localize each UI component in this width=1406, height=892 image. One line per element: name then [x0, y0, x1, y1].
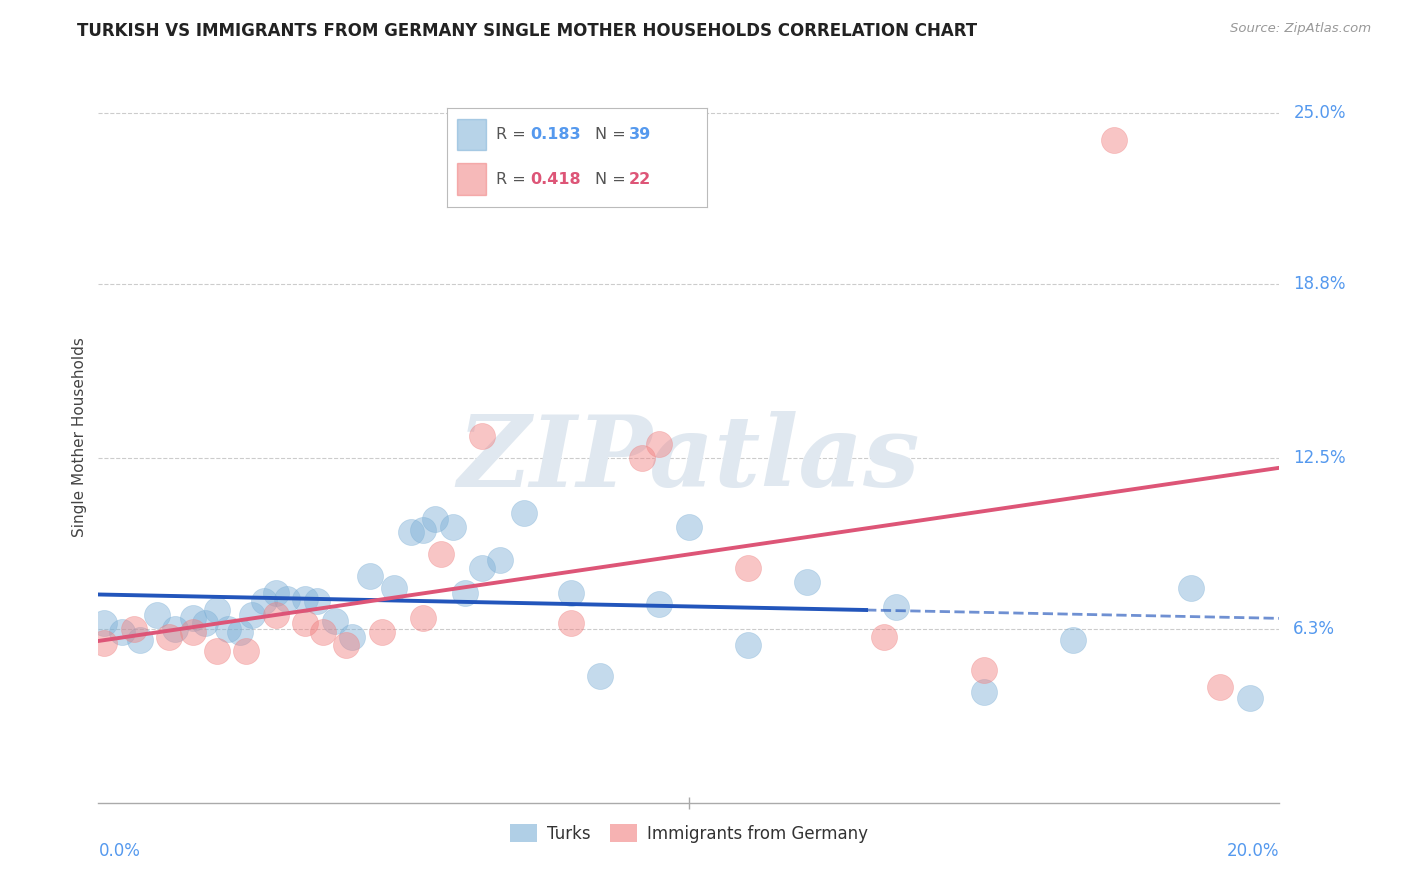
Legend: Turks, Immigrants from Germany: Turks, Immigrants from Germany — [503, 818, 875, 849]
Point — [122, 622, 145, 636]
Point — [489, 553, 512, 567]
Point — [471, 561, 494, 575]
Point — [737, 561, 759, 575]
Point — [264, 586, 287, 600]
Y-axis label: Single Mother Households: Single Mother Households — [72, 337, 87, 537]
Point — [229, 624, 252, 639]
Point — [884, 599, 907, 614]
Text: 18.8%: 18.8% — [1294, 275, 1346, 293]
Point — [648, 437, 671, 451]
Point — [1102, 133, 1125, 147]
Point — [423, 511, 446, 525]
Point — [737, 639, 759, 653]
Point — [678, 520, 700, 534]
Point — [342, 630, 364, 644]
Point — [453, 586, 475, 600]
Point — [294, 591, 316, 606]
Point — [294, 616, 316, 631]
Point — [276, 591, 298, 606]
Point — [1062, 632, 1084, 647]
Text: 20.0%: 20.0% — [1227, 842, 1279, 860]
Text: 25.0%: 25.0% — [1294, 103, 1346, 122]
Text: TURKISH VS IMMIGRANTS FROM GERMANY SINGLE MOTHER HOUSEHOLDS CORRELATION CHART: TURKISH VS IMMIGRANTS FROM GERMANY SINGL… — [77, 22, 977, 40]
Point — [630, 450, 652, 465]
Point — [371, 624, 394, 639]
Point — [382, 581, 405, 595]
Point — [441, 520, 464, 534]
Point — [264, 608, 287, 623]
Point — [146, 608, 169, 623]
Point — [305, 594, 328, 608]
Point — [359, 569, 381, 583]
Text: 6.3%: 6.3% — [1294, 620, 1336, 638]
Point — [181, 624, 204, 639]
Point — [240, 608, 263, 623]
Point — [796, 574, 818, 589]
Point — [412, 611, 434, 625]
Point — [93, 616, 115, 631]
Point — [512, 506, 534, 520]
Point — [157, 630, 180, 644]
Point — [128, 632, 150, 647]
Point — [471, 428, 494, 442]
Point — [205, 602, 228, 616]
Point — [560, 616, 582, 631]
Point — [235, 644, 257, 658]
Text: 12.5%: 12.5% — [1294, 449, 1346, 467]
Point — [205, 644, 228, 658]
Point — [973, 663, 995, 677]
Point — [873, 630, 896, 644]
Point — [312, 624, 335, 639]
Point — [217, 622, 239, 636]
Point — [253, 594, 276, 608]
Text: Source: ZipAtlas.com: Source: ZipAtlas.com — [1230, 22, 1371, 36]
Point — [412, 523, 434, 537]
Point — [323, 614, 346, 628]
Point — [430, 548, 453, 562]
Point — [111, 624, 134, 639]
Point — [181, 611, 204, 625]
Point — [1180, 581, 1202, 595]
Point — [1239, 690, 1261, 705]
Point — [165, 622, 187, 636]
Point — [335, 639, 357, 653]
Text: ZIPatlas: ZIPatlas — [458, 411, 920, 508]
Point — [589, 669, 612, 683]
Point — [93, 636, 115, 650]
Point — [973, 685, 995, 699]
Point — [560, 586, 582, 600]
Point — [401, 525, 423, 540]
Point — [1209, 680, 1232, 694]
Text: 0.0%: 0.0% — [98, 842, 141, 860]
Point — [648, 597, 671, 611]
Point — [194, 616, 217, 631]
